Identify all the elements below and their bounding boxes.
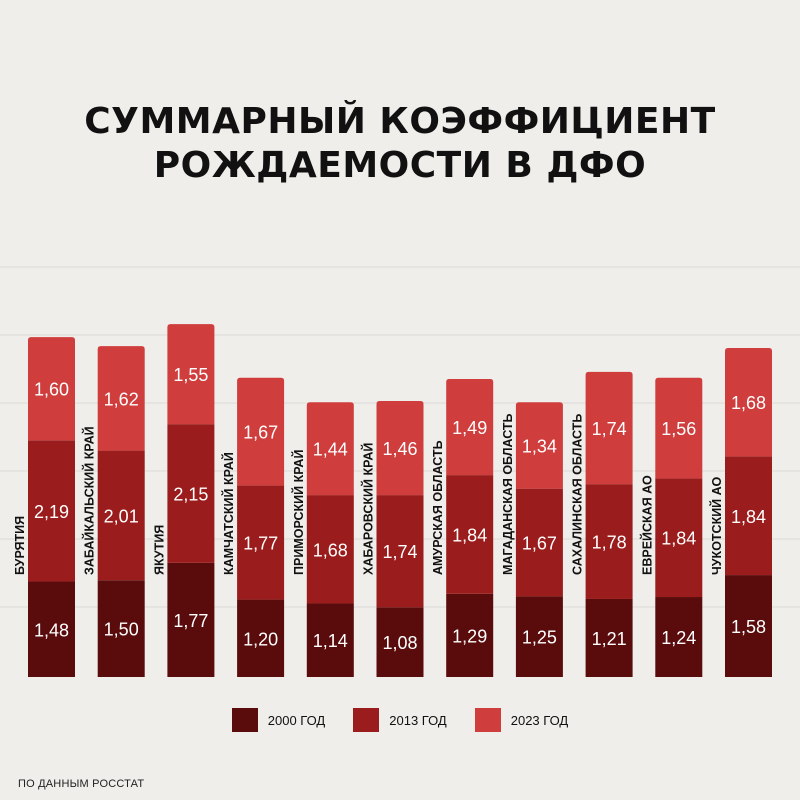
data-label-2023-1: 1,62 [104, 389, 139, 409]
bar-2023-1 [97, 346, 145, 451]
data-label-2000-4: 1,14 [313, 631, 348, 651]
bar-2023-4 [306, 402, 354, 496]
bar-2000-3 [237, 599, 285, 677]
data-label-2013-3: 1,77 [243, 534, 278, 554]
data-label-2013-2: 2,15 [173, 484, 208, 504]
data-label-2023-3: 1,67 [243, 423, 278, 443]
data-label-2000-6: 1,29 [452, 626, 487, 646]
category-label-8: САХАЛИНСКАЯ ОБЛАСТЬ [571, 414, 585, 575]
data-label-2000-1: 1,50 [104, 620, 139, 640]
category-label-0: БУРЯТИЯ [13, 516, 27, 575]
bar-2023-7 [515, 402, 563, 489]
bar-2000-5 [376, 607, 424, 677]
bar-2000-1 [97, 580, 145, 677]
data-label-2013-8: 1,78 [592, 533, 627, 553]
bar-2000-10 [725, 575, 772, 677]
bar-2023-3 [237, 377, 285, 486]
bar-2023-5 [376, 400, 424, 496]
legend-swatch-2013 [353, 708, 380, 732]
data-label-2023-6: 1,49 [452, 418, 487, 438]
data-label-2000-0: 1,48 [34, 620, 69, 640]
data-label-2023-10: 1,68 [731, 393, 766, 413]
data-label-2000-10: 1,58 [731, 617, 766, 637]
bar-2023-10 [725, 348, 772, 457]
data-label-2023-9: 1,56 [661, 419, 696, 439]
data-label-2013-10: 1,84 [731, 507, 766, 527]
bar-2013-3 [237, 485, 285, 600]
bar-2013-6 [446, 475, 494, 594]
data-label-2000-7: 1,25 [522, 628, 557, 648]
bar-2000-6 [446, 593, 494, 677]
legend-swatch-2000 [231, 708, 258, 732]
data-label-2013-7: 1,67 [522, 534, 557, 554]
bar-2023-9 [655, 377, 703, 479]
data-label-2000-9: 1,24 [661, 628, 696, 648]
bar-2000-2 [167, 562, 215, 677]
bar-2013-4 [306, 495, 354, 604]
data-label-2013-6: 1,84 [452, 525, 487, 545]
legend-label-2000: 2000 ГОД [267, 712, 326, 728]
chart-title-line-2: РОЖДАЕМОСТИ В ДФО [153, 145, 647, 186]
source-note: ПО ДАННЫМ РОССТАТ [18, 778, 145, 790]
bar-2000-8 [585, 598, 633, 677]
data-label-2023-0: 1,60 [34, 380, 69, 400]
category-label-5: ХАБАРОВСКИЙ КРАЙ [361, 443, 376, 575]
category-label-4: ПРИМОРСКИЙ КРАЙ [291, 450, 306, 575]
bar-2013-10 [725, 456, 772, 576]
data-label-2023-8: 1,74 [592, 419, 627, 439]
category-label-1: ЗАБАЙКАЛЬСКИЙ КРАЙ [82, 426, 97, 575]
legend-item-2013: 2013 ГОД [353, 708, 447, 732]
bar-2023-2 [167, 324, 215, 425]
bar-2023-8 [585, 371, 633, 485]
bar-2013-2 [167, 424, 215, 563]
legend-swatch-2023 [474, 708, 501, 732]
bar-2013-8 [585, 484, 633, 599]
category-label-7: МАГАДАНСКАЯ ОБЛАСТЬ [501, 413, 515, 575]
data-label-2000-2: 1,77 [173, 611, 208, 631]
data-label-2023-5: 1,46 [382, 439, 417, 459]
data-label-2000-3: 1,20 [243, 629, 278, 649]
legend-label-2023: 2023 ГОД [510, 712, 569, 728]
bar-2023-6 [446, 379, 494, 476]
data-label-2023-4: 1,44 [313, 440, 348, 460]
data-label-2013-5: 1,74 [382, 542, 417, 562]
data-label-2013-4: 1,68 [313, 540, 348, 560]
bar-2013-5 [376, 495, 424, 608]
bar-2013-0 [28, 440, 75, 582]
bar-2000-0 [28, 581, 75, 677]
category-label-3: КАМЧАТСКИЙ КРАЙ [221, 452, 236, 575]
bar-2023-0 [28, 337, 75, 441]
legend-item-2023: 2023 ГОД [474, 708, 569, 732]
legend-label-2013: 2013 ГОД [389, 712, 447, 728]
chart-legend: 2000 ГОД 2013 ГОД 2023 ГОД [0, 708, 800, 732]
data-label-2013-1: 2,01 [104, 506, 139, 526]
bar-2013-7 [515, 488, 563, 597]
data-label-2000-5: 1,08 [382, 633, 417, 653]
bar-2000-7 [515, 596, 563, 677]
legend-item-2000: 2000 ГОД [231, 708, 326, 732]
bar-2013-9 [655, 478, 703, 598]
bar-2013-1 [97, 450, 145, 581]
category-label-6: АМУРСКАЯ ОБЛАСТЬ [431, 440, 445, 575]
data-label-2023-2: 1,55 [173, 365, 208, 385]
chart-title: СУММАРНЫЙ КОЭФФИЦИЕНТ РОЖДАЕМОСТИ В ДФО [0, 100, 800, 188]
data-label-2000-8: 1,21 [592, 629, 627, 649]
chart-title-line-1: СУММАРНЫЙ КОЭФФИЦИЕНТ [84, 101, 716, 142]
category-label-2: ЯКУТИЯ [152, 525, 166, 575]
category-label-9: ЕВРЕЙСКАЯ АО [639, 475, 654, 575]
data-label-2023-7: 1,34 [522, 436, 557, 456]
bar-2000-4 [306, 603, 354, 677]
bar-2000-9 [655, 597, 703, 677]
category-label-10: ЧУКОТСКИЙ АО [709, 476, 724, 575]
data-label-2013-9: 1,84 [661, 529, 696, 549]
data-label-2013-0: 2,19 [34, 502, 69, 522]
